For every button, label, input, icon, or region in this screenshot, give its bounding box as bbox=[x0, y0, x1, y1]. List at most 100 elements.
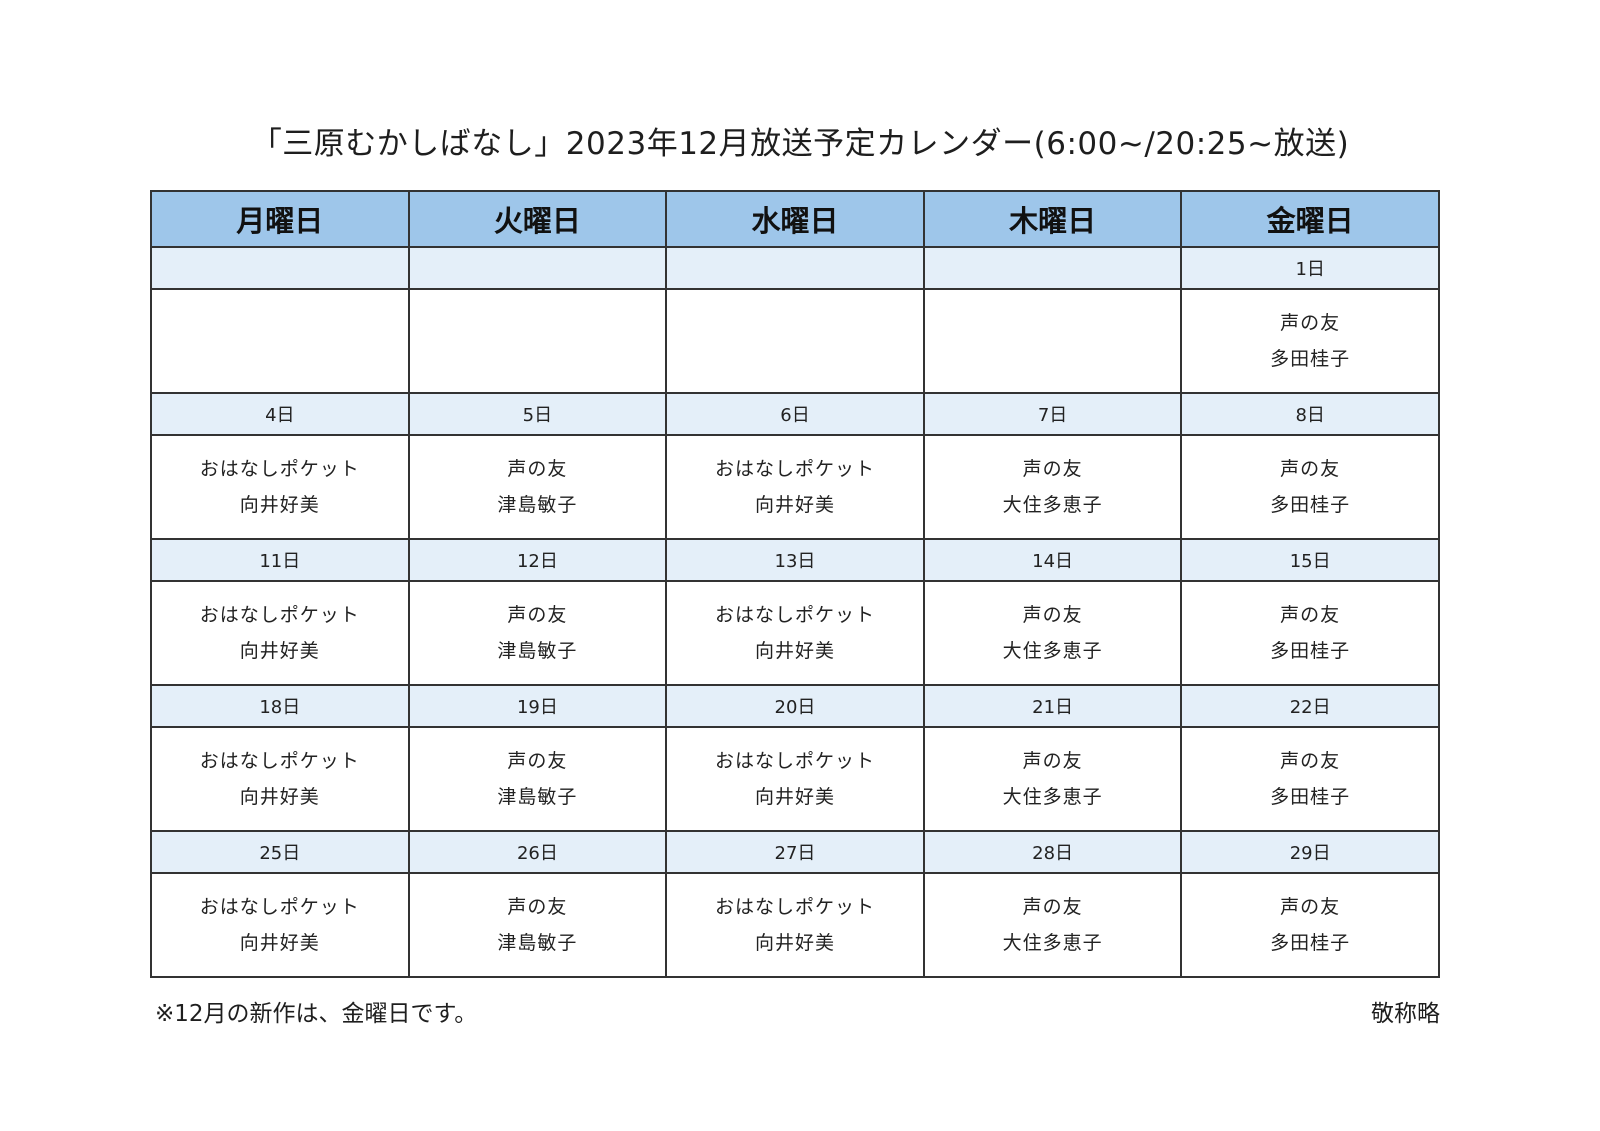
program-cell-monday bbox=[150, 288, 410, 394]
date-cell-tuesday: 26日 bbox=[407, 830, 668, 874]
date-cell-friday: 22日 bbox=[1180, 684, 1440, 728]
header-wednesday: 水曜日 bbox=[665, 190, 925, 248]
header-friday: 金曜日 bbox=[1180, 190, 1440, 248]
date-cell-thursday bbox=[922, 246, 1183, 290]
program-cell-wednesday: おはなしポケット 向井好美 bbox=[665, 726, 925, 832]
date-row: 25日 26日 27日 28日 29日 bbox=[150, 830, 1440, 874]
date-row: 4日 5日 6日 7日 8日 bbox=[150, 392, 1440, 436]
program-cell-friday: 声の友 多田桂子 bbox=[1180, 726, 1440, 832]
program-cell-wednesday: おはなしポケット 向井好美 bbox=[665, 872, 925, 978]
date-cell-friday: 15日 bbox=[1180, 538, 1440, 582]
date-row: 1日 bbox=[150, 246, 1440, 290]
program-name: 声の友 bbox=[1022, 458, 1083, 480]
program-cell-monday: おはなしポケット 向井好美 bbox=[150, 726, 410, 832]
narrator-name: 津島敏子 bbox=[497, 494, 578, 516]
narrator-name: 津島敏子 bbox=[497, 640, 578, 662]
program-cell-monday: おはなしポケット 向井好美 bbox=[150, 434, 410, 540]
narrator-name: 大住多恵子 bbox=[1002, 640, 1103, 662]
program-cell-monday: おはなしポケット 向井好美 bbox=[150, 580, 410, 686]
date-cell-wednesday: 20日 bbox=[665, 684, 925, 728]
date-cell-friday: 1日 bbox=[1180, 246, 1440, 290]
narrator-name: 向井好美 bbox=[754, 640, 835, 662]
narrator-name: 向井好美 bbox=[239, 494, 320, 516]
program-cell-thursday: 声の友 大住多恵子 bbox=[922, 580, 1183, 686]
date-cell-wednesday: 6日 bbox=[665, 392, 925, 436]
date-cell-friday: 29日 bbox=[1180, 830, 1440, 874]
date-cell-tuesday bbox=[407, 246, 668, 290]
narrator-name: 向井好美 bbox=[239, 786, 320, 808]
program-cell-thursday: 声の友 大住多恵子 bbox=[922, 726, 1183, 832]
date-row: 11日 12日 13日 14日 15日 bbox=[150, 538, 1440, 582]
program-cell-wednesday: おはなしポケット 向井好美 bbox=[665, 580, 925, 686]
program-cell-tuesday: 声の友 津島敏子 bbox=[407, 434, 668, 540]
program-name: 声の友 bbox=[1022, 604, 1083, 626]
program-cell-tuesday: 声の友 津島敏子 bbox=[407, 872, 668, 978]
program-cell-wednesday: おはなしポケット 向井好美 bbox=[665, 434, 925, 540]
program-name: 声の友 bbox=[1022, 750, 1083, 772]
date-cell-monday bbox=[150, 246, 410, 290]
program-cell-wednesday bbox=[665, 288, 925, 394]
date-cell-monday: 25日 bbox=[150, 830, 410, 874]
date-cell-thursday: 28日 bbox=[922, 830, 1183, 874]
narrator-name: 津島敏子 bbox=[497, 786, 578, 808]
date-cell-tuesday: 12日 bbox=[407, 538, 668, 582]
program-row: おはなしポケット 向井好美 声の友 津島敏子 おはなしポケット 向井好美 声の友 大住多恵子声… bbox=[150, 434, 1440, 540]
program-name: 声の友 bbox=[1280, 312, 1341, 334]
date-cell-wednesday: 13日 bbox=[665, 538, 925, 582]
date-row: 18日 19日 20日 21日 22日 bbox=[150, 684, 1440, 728]
broadcast-calendar: 月曜日 火曜日 水曜日 木曜日 金曜日 1日 声の友 多田桂子 4日 5日 6日 7日 8日お… bbox=[150, 190, 1440, 978]
date-cell-thursday: 7日 bbox=[922, 392, 1183, 436]
program-name: 声の友 bbox=[507, 896, 568, 918]
narrator-name: 多田桂子 bbox=[1270, 348, 1351, 370]
weekday-header-row: 月曜日 火曜日 水曜日 木曜日 金曜日 bbox=[150, 190, 1440, 248]
program-cell-tuesday: 声の友 津島敏子 bbox=[407, 580, 668, 686]
narrator-name: 大住多恵子 bbox=[1002, 932, 1103, 954]
program-name: おはなしポケット bbox=[199, 750, 360, 772]
date-cell-thursday: 14日 bbox=[922, 538, 1183, 582]
narrator-name: 多田桂子 bbox=[1270, 932, 1351, 954]
program-name: 声の友 bbox=[507, 750, 568, 772]
program-cell-monday: おはなしポケット 向井好美 bbox=[150, 872, 410, 978]
program-name: おはなしポケット bbox=[714, 458, 875, 480]
program-name: おはなしポケット bbox=[199, 896, 360, 918]
program-name: 声の友 bbox=[507, 604, 568, 626]
program-cell-friday: 声の友 多田桂子 bbox=[1180, 872, 1440, 978]
narrator-name: 向井好美 bbox=[239, 640, 320, 662]
program-name: 声の友 bbox=[1280, 458, 1341, 480]
date-cell-tuesday: 5日 bbox=[407, 392, 668, 436]
program-name: 声の友 bbox=[1022, 896, 1083, 918]
program-name: おはなしポケット bbox=[714, 750, 875, 772]
narrator-name: 向井好美 bbox=[754, 494, 835, 516]
header-monday: 月曜日 bbox=[150, 190, 410, 248]
program-row: おはなしポケット 向井好美 声の友 津島敏子 おはなしポケット 向井好美 声の友 大住多恵子声… bbox=[150, 580, 1440, 686]
program-cell-friday: 声の友 多田桂子 bbox=[1180, 580, 1440, 686]
program-cell-tuesday bbox=[407, 288, 668, 394]
header-thursday: 木曜日 bbox=[922, 190, 1183, 248]
narrator-name: 向井好美 bbox=[754, 932, 835, 954]
program-cell-thursday bbox=[922, 288, 1183, 394]
honorific-omitted-note: 敬称略 bbox=[1371, 1001, 1440, 1027]
program-cell-friday: 声の友 多田桂子 bbox=[1180, 288, 1440, 394]
program-name: 声の友 bbox=[507, 458, 568, 480]
narrator-name: 向井好美 bbox=[754, 786, 835, 808]
date-cell-tuesday: 19日 bbox=[407, 684, 668, 728]
header-tuesday: 火曜日 bbox=[407, 190, 668, 248]
program-name: おはなしポケット bbox=[199, 604, 360, 626]
program-row: おはなしポケット 向井好美 声の友 津島敏子 おはなしポケット 向井好美 声の友 大住多恵子声… bbox=[150, 872, 1440, 978]
narrator-name: 多田桂子 bbox=[1270, 494, 1351, 516]
date-cell-monday: 18日 bbox=[150, 684, 410, 728]
program-name: 声の友 bbox=[1280, 750, 1341, 772]
program-name: 声の友 bbox=[1280, 604, 1341, 626]
new-episode-note: ※12月の新作は、金曜日です。 bbox=[155, 1001, 478, 1027]
date-cell-monday: 4日 bbox=[150, 392, 410, 436]
narrator-name: 津島敏子 bbox=[497, 932, 578, 954]
program-name: おはなしポケット bbox=[714, 896, 875, 918]
program-cell-tuesday: 声の友 津島敏子 bbox=[407, 726, 668, 832]
program-cell-thursday: 声の友 大住多恵子 bbox=[922, 434, 1183, 540]
narrator-name: 多田桂子 bbox=[1270, 786, 1351, 808]
program-cell-friday: 声の友 多田桂子 bbox=[1180, 434, 1440, 540]
narrator-name: 大住多恵子 bbox=[1002, 494, 1103, 516]
narrator-name: 向井好美 bbox=[239, 932, 320, 954]
program-name: おはなしポケット bbox=[714, 604, 875, 626]
date-cell-wednesday: 27日 bbox=[665, 830, 925, 874]
